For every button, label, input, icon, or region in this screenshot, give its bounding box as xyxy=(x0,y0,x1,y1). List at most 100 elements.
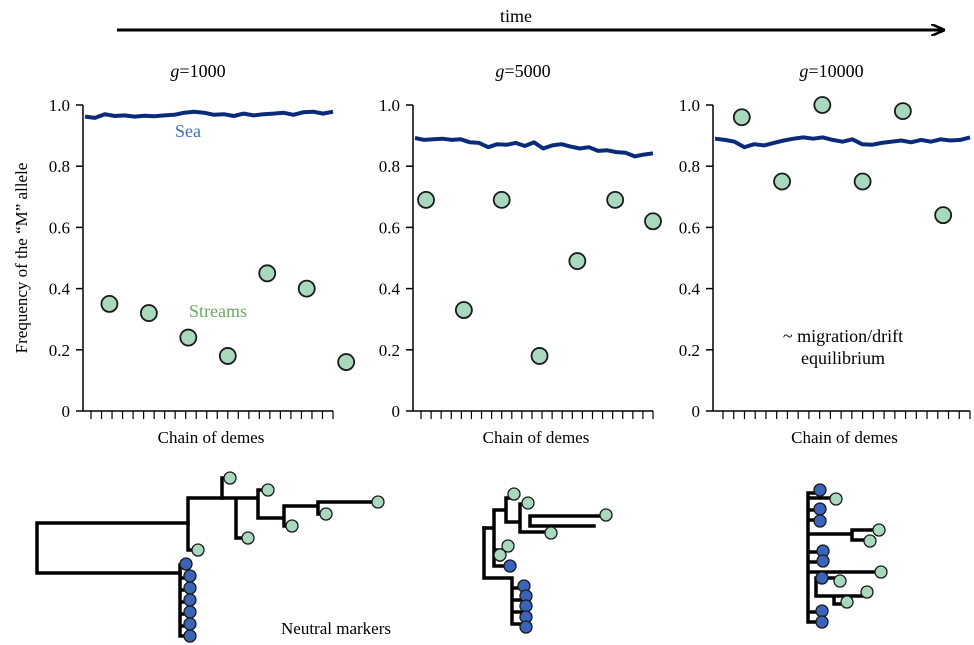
y-tick-label: 0.6 xyxy=(679,218,700,237)
stream-point xyxy=(139,304,158,322)
y-tick-label: 1.0 xyxy=(379,96,400,115)
sea-line-series xyxy=(414,136,654,159)
y-tick-label: 0.2 xyxy=(379,341,400,360)
stream-point xyxy=(853,172,872,191)
stream-tip xyxy=(599,508,613,522)
sea-tip xyxy=(183,581,197,595)
sea-tip xyxy=(183,629,197,643)
panel-3: 0 0.2 0.4 0.6 0.8 1.0 Chain of demes g=10000 ~ m… xyxy=(679,61,971,447)
sea-tip xyxy=(183,569,197,583)
y-tick-label: 0.6 xyxy=(49,218,70,237)
tree-g5000-sea-clade xyxy=(482,526,524,626)
sea-tip xyxy=(519,620,533,634)
stream-point xyxy=(934,206,953,225)
sea-tip xyxy=(519,599,533,613)
y-axis-label: Frequency of the “M” allele xyxy=(12,163,31,354)
stream-tip xyxy=(493,548,507,562)
y-tick-label: 0.4 xyxy=(679,280,701,299)
time-label: time xyxy=(500,6,532,26)
y-tick-label: 0 xyxy=(392,402,401,421)
stream-tip xyxy=(501,539,515,553)
stream-tip xyxy=(319,507,333,521)
sea-tip xyxy=(183,605,197,619)
stream-point xyxy=(732,108,751,127)
tree-g1000 xyxy=(35,476,380,638)
stream-tip xyxy=(285,519,299,533)
x-axis-label: Chain of demes xyxy=(158,428,265,447)
stream-point xyxy=(773,172,791,191)
tree-g1000-root xyxy=(35,521,190,575)
stream-tip xyxy=(874,565,888,579)
stream-point xyxy=(644,212,662,231)
stream-tip xyxy=(833,574,847,588)
stream-tip xyxy=(872,523,886,537)
title-g-value: =1000 xyxy=(179,61,225,81)
panel-2: 0 0.2 0.4 0.6 0.8 1.0 Chain of demes g=5000 xyxy=(379,61,662,447)
title-g-value: =5000 xyxy=(504,61,550,81)
y-tick-label: 1.0 xyxy=(679,96,700,115)
x-axis-label: Chain of demes xyxy=(483,428,590,447)
stream-point xyxy=(297,279,316,298)
sea-tip xyxy=(503,559,517,573)
sea-tip xyxy=(813,483,827,497)
y-tick-label: 0.4 xyxy=(379,280,401,299)
stream-tip xyxy=(863,534,877,548)
stream-point xyxy=(813,96,832,114)
sea-tip xyxy=(179,557,193,571)
sea-tip xyxy=(813,502,827,516)
sea-tip xyxy=(815,604,829,618)
y-tick-label: 0.4 xyxy=(49,280,71,299)
time-arrow: time xyxy=(117,6,943,30)
stream-point xyxy=(218,347,237,365)
neutral-marker-trees xyxy=(35,476,882,638)
sea-tip xyxy=(816,554,830,568)
sea-line-series xyxy=(84,109,334,120)
stream-point xyxy=(492,190,511,209)
y-tick-label: 0.8 xyxy=(679,157,700,176)
x-axis-label: Chain of demes xyxy=(791,428,898,447)
sea-tip xyxy=(183,617,197,631)
panel-title: g=5000 xyxy=(495,61,550,81)
stream-tip xyxy=(371,495,385,509)
stream-point xyxy=(893,102,912,121)
stream-tip xyxy=(521,496,535,510)
sea-tip xyxy=(815,615,829,629)
stream-point xyxy=(258,264,277,283)
title-g-value: =10000 xyxy=(808,61,863,81)
equilibrium-annotation-line1: ~ migration/drift xyxy=(783,326,903,346)
stream-tip xyxy=(829,492,843,506)
tree-g1000-stream-clade xyxy=(186,496,224,552)
panel-title: g=10000 xyxy=(799,61,863,81)
title-g-symbol: g xyxy=(170,61,179,81)
equilibrium-annotation-line2: equilibrium xyxy=(801,348,885,368)
title-g-symbol: g xyxy=(799,61,808,81)
y-tick-label: 0.6 xyxy=(379,218,400,237)
tree-tips xyxy=(179,471,888,643)
sea-tip xyxy=(813,514,827,528)
stream-tip xyxy=(223,471,237,485)
y-tick-label: 0 xyxy=(692,402,701,421)
panel-1: 0 0.2 0.4 0.6 0.8 1.0 Chain of demes g=1000 Sea S… xyxy=(49,61,356,447)
sea-line-series xyxy=(714,135,971,150)
stream-tip xyxy=(544,526,558,540)
title-g-symbol: g xyxy=(495,61,504,81)
y-tick-label: 0 xyxy=(62,402,71,421)
neutral-markers-label: Neutral markers xyxy=(281,619,391,638)
stream-tip xyxy=(507,487,521,501)
stream-tip xyxy=(191,543,205,557)
stream-tip xyxy=(840,595,854,609)
tree-g1000-stream-branches xyxy=(220,476,380,540)
sea-tip xyxy=(815,571,829,585)
stream-point xyxy=(100,294,119,313)
stream-tip xyxy=(261,483,275,497)
y-tick-label: 1.0 xyxy=(49,96,70,115)
stream-point xyxy=(606,190,625,209)
stream-point xyxy=(454,301,473,319)
stream-point xyxy=(179,328,198,347)
stream-point xyxy=(337,353,356,371)
y-tick-label: 0.2 xyxy=(49,341,70,360)
y-tick-label: 0.8 xyxy=(379,157,400,176)
stream-point xyxy=(568,252,587,270)
